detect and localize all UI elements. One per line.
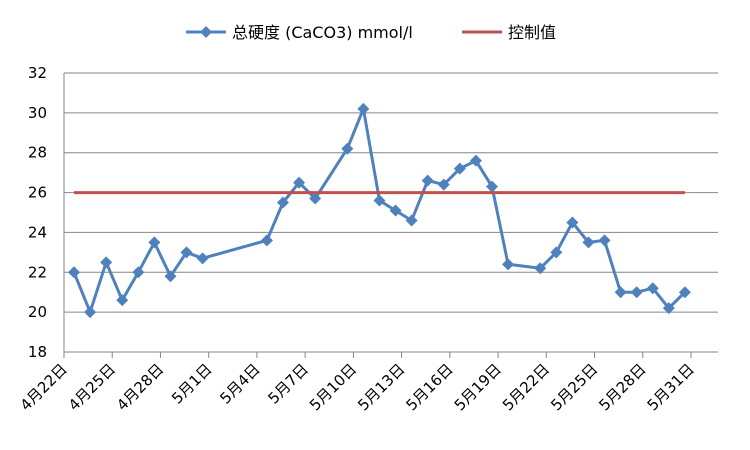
x-tick-label: 5月1日 bbox=[168, 360, 215, 407]
x-tick-label: 4月28日 bbox=[113, 360, 167, 414]
data-point bbox=[260, 234, 273, 247]
y-tick-label: 24 bbox=[28, 223, 47, 241]
data-point bbox=[453, 162, 466, 175]
data-point bbox=[84, 306, 97, 319]
data-point bbox=[598, 234, 611, 247]
x-tick-label: 4月22日 bbox=[17, 360, 71, 414]
y-tick-label: 22 bbox=[28, 263, 47, 281]
legend-label-control: 控制值 bbox=[508, 23, 556, 42]
x-tick-label: 5月22日 bbox=[499, 360, 553, 414]
data-point bbox=[486, 180, 498, 193]
data-point bbox=[550, 246, 563, 259]
x-tick-label: 5月4日 bbox=[216, 360, 263, 407]
y-tick-label: 26 bbox=[28, 184, 47, 202]
data-point bbox=[180, 246, 193, 259]
data-point bbox=[566, 216, 579, 229]
data-point bbox=[293, 176, 306, 189]
data-point bbox=[502, 258, 515, 271]
x-tick-label: 5月25日 bbox=[547, 360, 601, 414]
x-tick-label: 5月10日 bbox=[306, 360, 360, 414]
legend: 总硬度 (CaCO3) mmol/l 控制值 bbox=[186, 23, 556, 42]
data-point bbox=[421, 174, 434, 187]
data-point bbox=[164, 270, 177, 283]
x-tick-label: 5月16日 bbox=[402, 360, 456, 414]
data-point bbox=[437, 178, 450, 191]
data-point bbox=[662, 302, 675, 315]
data-point bbox=[646, 282, 659, 295]
data-point bbox=[116, 294, 129, 307]
data-point bbox=[100, 256, 113, 269]
x-tick-label: 4月25日 bbox=[65, 360, 119, 414]
x-tick-label: 5月7日 bbox=[265, 360, 312, 407]
data-point bbox=[68, 266, 80, 279]
x-tick-label: 5月13日 bbox=[354, 360, 408, 414]
data-point bbox=[678, 286, 691, 299]
data-point bbox=[357, 102, 370, 115]
series-layer bbox=[68, 102, 691, 319]
x-tick-label: 5月31日 bbox=[644, 360, 698, 414]
data-point bbox=[341, 142, 354, 155]
data-point bbox=[389, 204, 402, 217]
y-tick-label: 20 bbox=[28, 303, 47, 321]
y-tick-label: 30 bbox=[28, 104, 47, 122]
x-tick-label: 5月28日 bbox=[595, 360, 649, 414]
data-point bbox=[469, 154, 482, 167]
data-point bbox=[132, 266, 145, 279]
data-point bbox=[373, 194, 386, 207]
y-axis-ticks: 18 20 22 24 26 28 30 32 bbox=[28, 64, 47, 361]
legend-label-hardness: 总硬度 (CaCO3) mmol/l bbox=[232, 23, 413, 42]
y-tick-label: 18 bbox=[28, 343, 47, 361]
y-tick-label: 32 bbox=[28, 64, 47, 82]
data-point bbox=[582, 236, 595, 249]
y-tick-label: 28 bbox=[28, 144, 47, 162]
data-point bbox=[148, 236, 161, 249]
legend-marker-hardness bbox=[200, 26, 212, 38]
data-point bbox=[630, 286, 643, 299]
data-point bbox=[534, 262, 547, 275]
x-tick-label: 5月19日 bbox=[451, 360, 505, 414]
data-point bbox=[277, 196, 289, 209]
data-point bbox=[614, 286, 627, 299]
data-point bbox=[196, 252, 209, 265]
data-point bbox=[405, 214, 418, 227]
data-point bbox=[309, 192, 322, 205]
series-line-0 bbox=[72, 107, 686, 314]
